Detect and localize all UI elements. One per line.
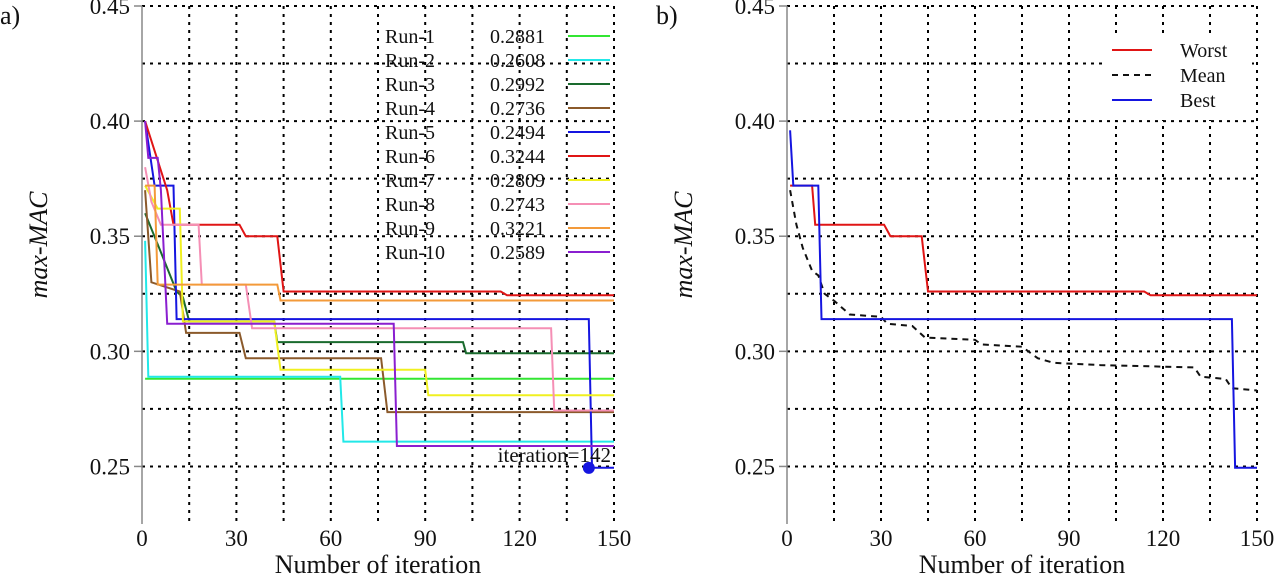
legend-label: Run-9 bbox=[385, 218, 435, 240]
series-line-run-7 bbox=[144, 185, 614, 397]
x-tick-label: 30 bbox=[225, 526, 248, 551]
panel-b: 0.25 0.30 0.35 0.40 0.45 0 30 60 90 120 150 Number … bbox=[656, 0, 1274, 578]
series-line-worst bbox=[790, 184, 1257, 297]
legend-label: Run-5 bbox=[385, 122, 435, 144]
x-tick-label: 120 bbox=[1146, 526, 1181, 551]
legend-value: 0.2608 bbox=[490, 50, 545, 72]
y-tick-label: 0.45 bbox=[735, 0, 775, 19]
legend-label: Run-2 bbox=[385, 50, 435, 72]
y-tick-label: 0.30 bbox=[90, 339, 130, 364]
legend-label: Run-6 bbox=[385, 146, 435, 168]
y-tick-label: 0.45 bbox=[90, 0, 130, 19]
series-line-best bbox=[789, 130, 1257, 469]
x-tick-label: 60 bbox=[319, 526, 342, 551]
y-tick-label: 0.35 bbox=[90, 224, 130, 249]
annotation-text: iteration=142 bbox=[498, 443, 611, 467]
series-line-run-2 bbox=[144, 240, 614, 443]
series-line-run-9 bbox=[145, 184, 614, 302]
legend-label: Run-1 bbox=[385, 26, 435, 48]
x-axis-label: Number of iteration bbox=[275, 550, 482, 578]
x-tick-label: 0 bbox=[781, 526, 793, 551]
legend-value: 0.2881 bbox=[490, 26, 545, 48]
legend-label: Run-8 bbox=[385, 194, 435, 216]
legend-label: Run-7 bbox=[385, 170, 435, 192]
y-tick-label: 0.35 bbox=[735, 224, 775, 249]
series-line-mean bbox=[789, 190, 1258, 392]
panel-label: a) bbox=[0, 1, 20, 30]
legend-value: 0.2992 bbox=[490, 74, 545, 96]
x-axis-label: Number of iteration bbox=[919, 550, 1126, 578]
best-point-marker bbox=[582, 461, 595, 474]
legend-value: 0.2809 bbox=[490, 170, 545, 192]
legend-value: 0.2494 bbox=[490, 122, 545, 144]
legend-label: Mean bbox=[1180, 65, 1226, 87]
panel-label: b) bbox=[656, 1, 678, 30]
legend-label: Run-3 bbox=[385, 74, 435, 96]
legend-label: Worst bbox=[1180, 40, 1228, 62]
legend-value: 0.2743 bbox=[490, 194, 545, 216]
x-tick-label: 60 bbox=[964, 526, 987, 551]
x-tick-label: 90 bbox=[414, 526, 437, 551]
legend-value: 0.2736 bbox=[490, 98, 545, 120]
series-line-run-6 bbox=[144, 120, 614, 297]
legend-value: 0.3244 bbox=[490, 146, 545, 168]
legend-label: Best bbox=[1180, 90, 1216, 112]
legend-label: Run-4 bbox=[385, 98, 435, 120]
legend-box bbox=[1102, 34, 1252, 120]
x-tick-label: 150 bbox=[597, 526, 632, 551]
y-tick-label: 0.25 bbox=[90, 454, 130, 479]
legend-value: 0.2589 bbox=[490, 242, 545, 264]
legend-value: 0.3221 bbox=[490, 218, 545, 240]
legend-label: Run-10 bbox=[385, 242, 445, 264]
y-tick-label: 0.40 bbox=[90, 109, 130, 134]
y-tick-label: 0.25 bbox=[735, 454, 775, 479]
x-tick-label: 90 bbox=[1058, 526, 1081, 551]
y-axis-label: max-MAC bbox=[669, 191, 698, 299]
x-tick-label: 150 bbox=[1240, 526, 1275, 551]
series-line-run-10 bbox=[144, 121, 614, 447]
x-tick-label: 120 bbox=[502, 526, 537, 551]
x-tick-label: 0 bbox=[136, 526, 148, 551]
y-axis-label: max-MAC bbox=[24, 191, 53, 299]
y-tick-label: 0.30 bbox=[735, 339, 775, 364]
y-tick-label: 0.40 bbox=[735, 109, 775, 134]
x-tick-label: 30 bbox=[870, 526, 893, 551]
panel-a: 0.25 0.30 0.35 0.40 0.45 0 30 60 90 120 150 Number … bbox=[0, 0, 631, 578]
